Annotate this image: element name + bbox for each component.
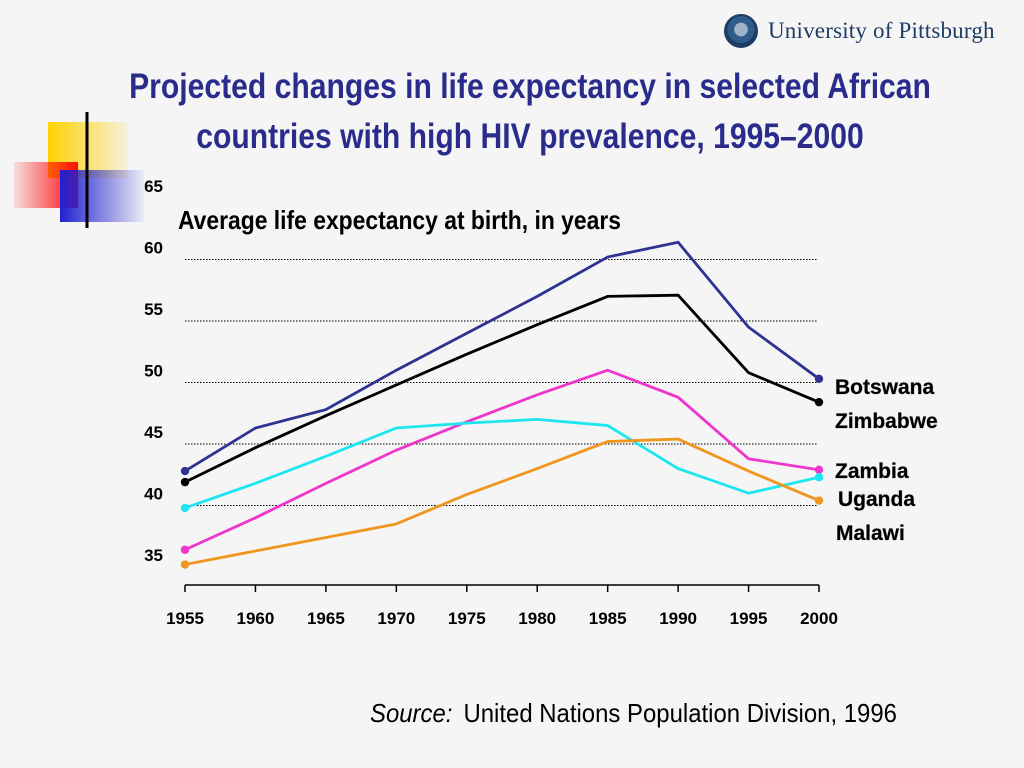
slide-title-line-2: countries with high HIV prevalence, 1995… [196, 117, 864, 156]
series-line-zimbabwe [184, 293, 820, 484]
university-logo: University of Pittsburgh [724, 14, 995, 48]
series-line-zambia [184, 368, 820, 552]
y-tick-label-45: 45 [144, 423, 163, 442]
series-point-zimbabwe-2000 [814, 397, 824, 407]
series-point-zimbabwe-1955 [180, 477, 190, 487]
series-point-uganda-2000 [814, 473, 824, 482]
series-label-malawi: Malawi [836, 522, 905, 545]
series-line-botswana [184, 240, 820, 473]
series-point-zambia-2000 [814, 465, 824, 475]
source-note: Source: United Nations Population Divisio… [370, 698, 897, 729]
y-tick-label-50: 50 [144, 362, 163, 381]
series-point-malawi-2000 [814, 496, 824, 505]
source-label: Source: [370, 698, 453, 728]
logo-text: University of Pittsburgh [768, 18, 995, 43]
x-tick-label-1990: 1990 [659, 609, 697, 628]
y-tick-label-65: 65 [144, 177, 163, 196]
x-tick-label-1975: 1975 [448, 609, 486, 628]
series-point-uganda-1955 [180, 503, 190, 513]
series-point-malawi-1955 [180, 560, 190, 569]
y-tick-label-55: 55 [144, 300, 163, 319]
slide-title: Projected changes in life expectancy in … [122, 62, 939, 162]
series-label-uganda: Uganda [838, 488, 915, 511]
x-tick-label-2000: 2000 [800, 609, 838, 628]
series-label-zambia: Zambia [835, 460, 909, 483]
x-tick-label-1995: 1995 [730, 609, 768, 628]
series-point-zambia-1955 [180, 545, 190, 554]
x-tick-label-1980: 1980 [518, 609, 556, 628]
series-label-botswana: Botswana [835, 376, 935, 399]
source-text: United Nations Population Division, 1996 [463, 698, 897, 728]
university-seal-icon [724, 14, 758, 48]
x-tick-label-1960: 1960 [237, 609, 275, 628]
series-label-zimbabwe: Zimbabwe [835, 410, 938, 433]
series-line-malawi [184, 437, 820, 566]
y-tick-label-35: 35 [144, 546, 163, 565]
y-tick-label-60: 60 [144, 239, 163, 258]
series-point-botswana-1955 [180, 466, 190, 476]
x-tick-label-1965: 1965 [307, 609, 345, 628]
y-tick-label-40: 40 [144, 485, 163, 504]
series-point-botswana-2000 [814, 374, 824, 384]
x-tick-label-1955: 1955 [166, 609, 204, 628]
slide-title-line-1: Projected changes in life expectancy in … [129, 67, 931, 106]
series-line-uganda [184, 417, 820, 510]
x-tick-label-1985: 1985 [589, 609, 627, 628]
chart-title: Average life expectancy at birth, in yea… [178, 205, 621, 235]
x-tick-label-1970: 1970 [377, 609, 415, 628]
